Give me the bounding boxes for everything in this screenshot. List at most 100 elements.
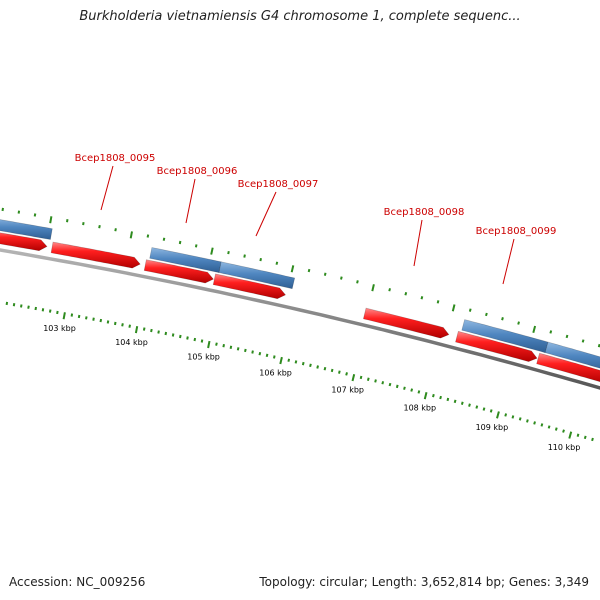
ruler-minor-tick [85, 316, 88, 320]
ruler-minor-tick [193, 337, 197, 342]
ruler-minor-tick [410, 388, 414, 392]
gene-label: Bcep1808_0095 [75, 153, 156, 164]
ruler-minor-tick [41, 308, 45, 312]
gene-label-leader [185, 178, 196, 224]
outer-tick-mark [1, 207, 4, 212]
outer-tick-mark [114, 228, 117, 232]
outer-tick-mark [162, 237, 166, 241]
ruler-minor-tick [5, 301, 9, 306]
ruler-major-tick [279, 356, 283, 365]
forward-strand-gene [143, 259, 214, 284]
ruler-minor-tick [338, 370, 341, 374]
ruler-tick-label: 105 kbp [187, 353, 220, 362]
ruler-minor-tick [330, 368, 334, 373]
ruler-minor-tick [591, 437, 594, 442]
ruler-minor-tick [417, 390, 421, 394]
ruler-minor-tick [251, 350, 254, 354]
outer-tick-mark [468, 308, 472, 312]
gene-label: Bcep1808_0098 [384, 207, 465, 218]
outer-tick-mark [33, 213, 37, 217]
outer-tick-mark [66, 219, 69, 223]
ruler-minor-tick [316, 365, 319, 369]
ruler-minor-tick [12, 303, 16, 307]
outer-tick-mark [259, 257, 262, 262]
map-title: Burkholderia vietnamiensis G4 chromosome… [79, 9, 521, 24]
gene-label-leader [100, 165, 114, 211]
ruler-minor-tick [309, 363, 312, 368]
ruler-minor-tick [77, 314, 81, 319]
backbone-layer [0, 248, 600, 390]
topology-stats-text: Topology: circular; Length: 3,652,814 bp… [259, 575, 589, 589]
forward-strand-gene [0, 232, 48, 252]
ruler-minor-tick [114, 321, 117, 326]
ruler-minor-tick [576, 433, 580, 437]
outer-tick-mark [581, 339, 585, 343]
ruler-minor-tick [121, 323, 124, 327]
ruler-minor-tick [562, 429, 565, 433]
tick-layer: 103 kbp 104 kbp 105 kbp 106 kbp 107 kbp 108 k… [1, 207, 600, 452]
ruler-minor-tick [388, 382, 392, 387]
ruler-major-tick [496, 411, 500, 419]
ruler-minor-tick [150, 328, 153, 333]
outer-tick-mark [532, 325, 537, 334]
ruler-minor-tick [258, 351, 262, 356]
outer-tick-mark [501, 317, 504, 321]
ruler-minor-tick [273, 355, 276, 359]
outer-tick-mark [227, 250, 230, 255]
ruler-minor-tick [547, 425, 551, 429]
ruler-minor-tick [222, 344, 225, 348]
ruler-minor-tick [142, 327, 146, 331]
outer-tick-mark [420, 296, 424, 300]
outer-tick-mark [275, 261, 279, 265]
ruler-minor-tick [27, 305, 30, 309]
gene-label: Bcep1808_0099 [476, 226, 557, 237]
ruler-major-tick [423, 392, 428, 400]
ruler-minor-tick [229, 345, 233, 349]
ruler-minor-tick [48, 309, 52, 313]
gene-label: Bcep1808_0097 [238, 179, 319, 190]
forward-strand-gene [212, 273, 286, 300]
ruler-tick-label: 107 kbp [331, 386, 364, 395]
ruler-tick-label: 108 kbp [403, 404, 436, 413]
outer-tick-mark [178, 240, 182, 245]
outer-tick-mark [49, 216, 53, 224]
ruler-minor-tick [395, 384, 399, 389]
outer-tick-mark [436, 300, 440, 304]
forward-strand-gene [50, 241, 141, 269]
outer-tick-mark [565, 334, 569, 339]
ruler-minor-tick [301, 361, 305, 366]
ruler-minor-tick [504, 413, 508, 417]
ruler-minor-tick [439, 395, 442, 400]
outer-tick-mark [210, 247, 214, 255]
outer-tick-mark [98, 225, 101, 229]
outer-tick-mark [549, 330, 553, 334]
ruler-tick-label: 103 kbp [43, 324, 76, 333]
outer-tick-mark [340, 276, 343, 280]
ruler-minor-tick [540, 423, 544, 427]
outer-tick-mark [323, 272, 327, 276]
outer-tick-mark [371, 284, 375, 292]
ruler-major-tick [207, 340, 211, 349]
ruler-tick-label: 110 kbp [548, 443, 581, 452]
outer-tick-mark [243, 254, 246, 258]
outer-tick-mark [307, 268, 311, 273]
ruler-minor-tick [186, 336, 189, 340]
ruler-minor-tick [34, 306, 37, 311]
ruler-minor-tick [215, 342, 218, 346]
reverse-strand-gene [544, 341, 600, 369]
outer-tick-mark [82, 222, 85, 226]
ruler-minor-tick [554, 427, 558, 431]
ruler-minor-tick [489, 409, 493, 413]
ruler-major-tick [62, 312, 66, 320]
ruler-minor-tick [374, 379, 377, 383]
ruler-minor-tick [446, 397, 450, 402]
ruler-minor-tick [533, 421, 536, 425]
ruler-minor-tick [99, 318, 103, 323]
ruler-minor-tick [323, 366, 327, 371]
ruler-minor-tick [56, 310, 59, 315]
gene-label: Bcep1808_0096 [157, 166, 238, 177]
ruler-minor-tick [236, 347, 240, 351]
outer-tick-mark [146, 234, 150, 238]
ruler-minor-tick [294, 360, 298, 364]
